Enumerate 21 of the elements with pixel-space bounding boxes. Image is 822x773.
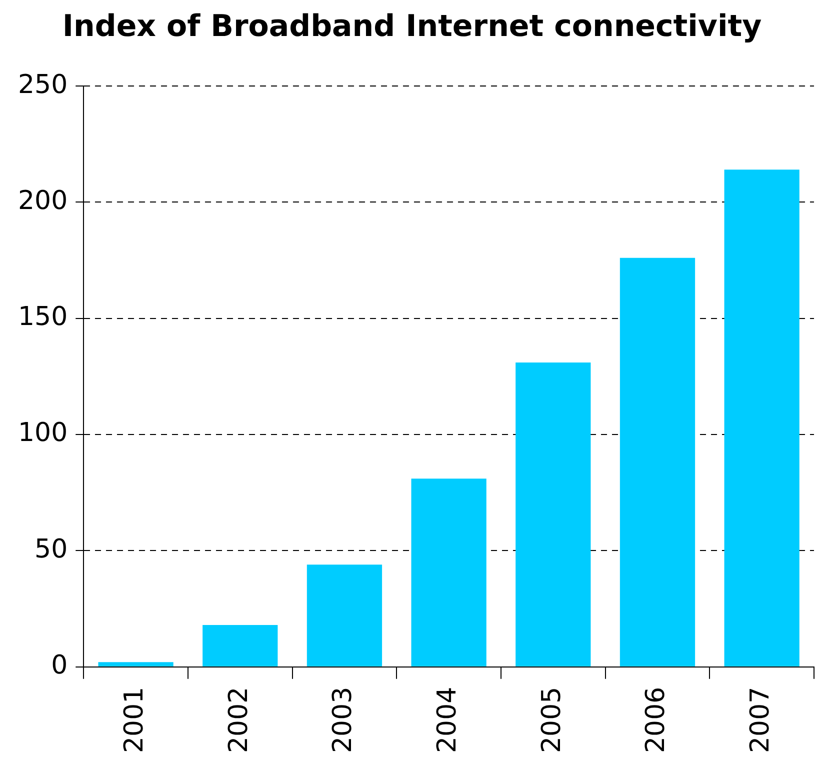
y-tick-label: 0 bbox=[51, 650, 68, 681]
bar bbox=[620, 258, 696, 666]
bar bbox=[98, 662, 174, 666]
chart-title: Index of Broadband Internet connectivity bbox=[62, 8, 762, 44]
y-tick-label: 100 bbox=[18, 418, 68, 448]
x-tick-label: 2003 bbox=[328, 686, 358, 754]
y-tick-label: 250 bbox=[18, 70, 68, 100]
x-tick-label: 2007 bbox=[746, 686, 776, 754]
y-tick-label: 50 bbox=[34, 534, 68, 564]
bar bbox=[306, 564, 382, 666]
y-tick-label: 200 bbox=[18, 186, 68, 216]
bar bbox=[411, 478, 486, 666]
x-tick-label: 2002 bbox=[224, 686, 254, 754]
x-tick-label: 2001 bbox=[120, 686, 150, 754]
x-tick-label: 2006 bbox=[641, 686, 672, 754]
x-tick-label: 2005 bbox=[536, 686, 567, 754]
bar bbox=[724, 170, 800, 666]
bar bbox=[516, 362, 591, 666]
bar bbox=[202, 625, 278, 666]
y-tick-label: 150 bbox=[18, 302, 68, 332]
x-tick-label: 2004 bbox=[432, 686, 463, 754]
